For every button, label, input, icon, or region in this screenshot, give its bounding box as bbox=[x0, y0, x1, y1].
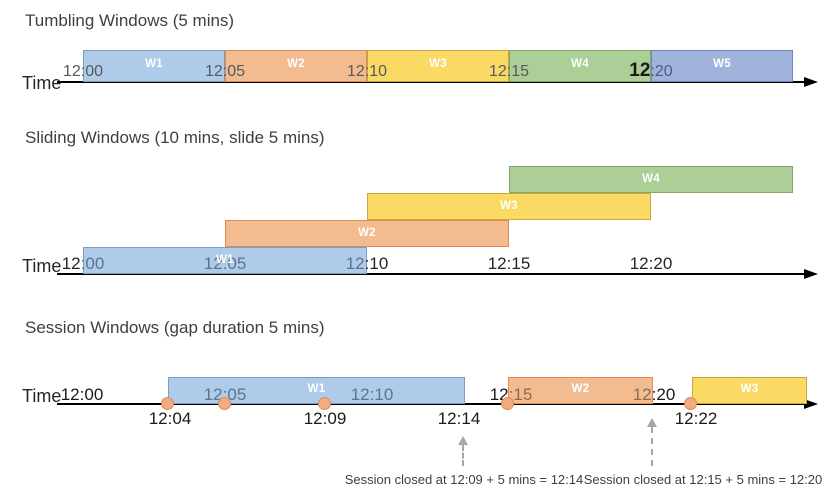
tick-label-part: :20 bbox=[651, 385, 676, 404]
axis-arrowhead-icon bbox=[804, 399, 818, 409]
event-time-label: 12:04 bbox=[148, 409, 192, 428]
time-axis-label: Time bbox=[22, 386, 62, 406]
time-axis-label: Time bbox=[22, 73, 62, 93]
section-title: Tumbling Windows (5 mins) bbox=[25, 11, 235, 30]
session-close-note: Session closed at 12:09 + 5 mins = 12:14 bbox=[344, 472, 584, 487]
tick-label: 12:05 bbox=[203, 254, 247, 273]
window-label: W1 bbox=[307, 383, 326, 395]
window-label: W3 bbox=[429, 58, 447, 70]
axis-line bbox=[57, 403, 804, 405]
tick-label-part: :00 bbox=[80, 254, 105, 273]
tick-label: 12:10 bbox=[346, 255, 389, 273]
event-dot bbox=[318, 397, 331, 410]
tick-label-part: :20 bbox=[650, 63, 673, 80]
time-axis-label: Time bbox=[22, 256, 62, 276]
window-bar-w3 bbox=[692, 377, 807, 404]
window-bar-w4 bbox=[509, 50, 651, 82]
window-label: W3 bbox=[740, 383, 759, 395]
session-close-arrow-line bbox=[651, 427, 653, 466]
tick-label: 12:20 bbox=[629, 61, 672, 80]
window-bar-w1 bbox=[168, 377, 465, 404]
event-dot bbox=[501, 397, 514, 410]
tick-label: 12:10 bbox=[346, 63, 388, 80]
window-label: W3 bbox=[500, 200, 518, 212]
axis-arrowhead-icon bbox=[804, 77, 818, 87]
session-close-note: Session closed at 12:15 + 5 mins = 12:20 bbox=[583, 472, 823, 487]
window-bar-w2 bbox=[508, 377, 653, 404]
event-dot bbox=[218, 397, 231, 410]
window-label: W4 bbox=[642, 173, 660, 185]
axis-line bbox=[57, 273, 804, 275]
tick-label: 12:15 bbox=[488, 63, 530, 80]
session-close-arrow-line bbox=[462, 445, 464, 466]
tick-label: 12:05 bbox=[203, 385, 247, 404]
window-label: W2 bbox=[287, 58, 305, 70]
window-label: W5 bbox=[713, 58, 731, 70]
window-label: W2 bbox=[571, 383, 590, 395]
event-time-label: 12:09 bbox=[303, 409, 347, 428]
window-bar-w3 bbox=[367, 50, 509, 82]
window-label: W2 bbox=[358, 227, 376, 239]
tick-label: 12:15 bbox=[487, 254, 531, 273]
tick-label: 12:00 bbox=[62, 255, 105, 273]
event-time-label: 12:14 bbox=[437, 409, 481, 428]
window-label: W1 bbox=[145, 58, 163, 70]
tick-label: 12:20 bbox=[633, 386, 676, 404]
axis-line bbox=[57, 81, 804, 83]
session-close-arrow-icon bbox=[647, 418, 657, 427]
tick-label: 12:20 bbox=[629, 254, 673, 273]
event-dot bbox=[684, 397, 697, 410]
window-bar-w4 bbox=[509, 166, 793, 193]
tick-label-part: 12 bbox=[345, 254, 365, 273]
axis-arrowhead-icon bbox=[804, 269, 818, 279]
window-label: W1 bbox=[216, 254, 234, 266]
tick-label-part: :10 bbox=[364, 254, 389, 273]
window-bar-w3 bbox=[367, 193, 651, 220]
event-time-label: 12:22 bbox=[674, 409, 718, 428]
tick-label-part: 12 bbox=[629, 60, 651, 81]
section-title: Session Windows (gap duration 5 mins) bbox=[25, 318, 325, 337]
tick-label-part: 12 bbox=[61, 254, 81, 273]
tick-label: 12:05 bbox=[204, 63, 246, 80]
tick-label-part: 12 bbox=[632, 385, 652, 404]
window-bar-w2 bbox=[225, 50, 367, 82]
tick-label-part: :15 bbox=[508, 385, 533, 404]
tick-label: 12:10 bbox=[350, 385, 394, 404]
window-bar-w2 bbox=[225, 220, 509, 247]
session-close-arrow-icon bbox=[458, 436, 468, 445]
window-bar-w5 bbox=[651, 50, 793, 82]
window-label: W4 bbox=[571, 58, 589, 70]
window-bar-w1 bbox=[83, 247, 367, 274]
window-bar-w1 bbox=[83, 50, 225, 82]
section-title: Sliding Windows (10 mins, slide 5 mins) bbox=[25, 128, 325, 147]
tick-label: 12:00 bbox=[60, 385, 104, 404]
tick-label: 12:00 bbox=[62, 63, 104, 80]
event-dot bbox=[161, 397, 174, 410]
